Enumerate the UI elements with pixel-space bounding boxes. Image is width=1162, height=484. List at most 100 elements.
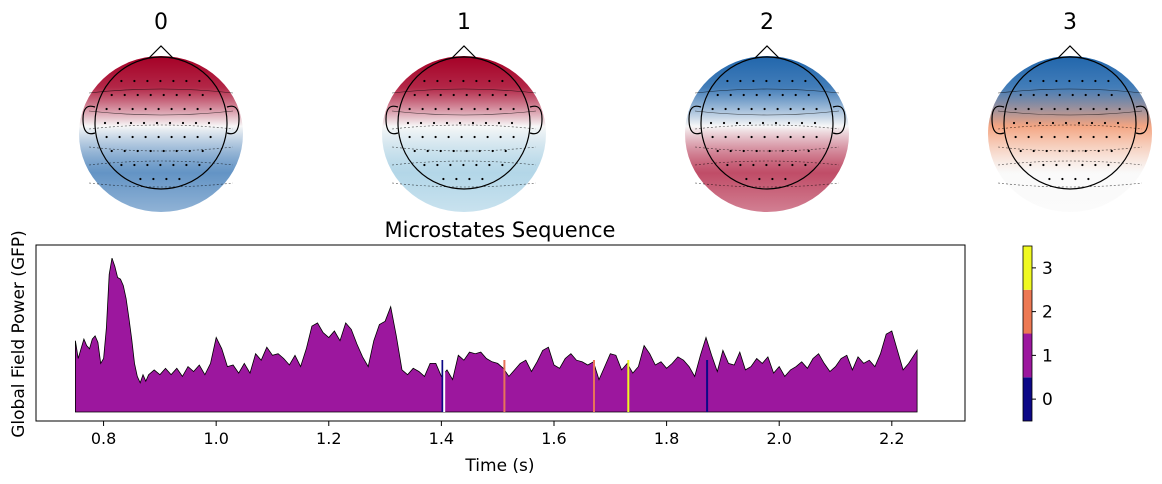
right-ear xyxy=(529,105,543,135)
contour-line xyxy=(391,124,537,130)
sensor-dot xyxy=(426,93,429,97)
x-tick-label: 1.0 xyxy=(203,429,228,448)
sensor-dot xyxy=(499,135,502,139)
sensor-dot xyxy=(183,107,186,111)
segment-boundary xyxy=(443,360,446,412)
sensor-dot xyxy=(172,79,175,83)
sensor-dot xyxy=(789,107,792,111)
sensor-dot xyxy=(510,121,514,125)
sensor-dot xyxy=(462,163,465,167)
sensor-dot xyxy=(501,163,504,167)
contour-line xyxy=(997,182,1143,188)
x-tick-label: 1.8 xyxy=(654,429,679,448)
sensor-dot xyxy=(123,149,126,153)
sensor-dot xyxy=(165,177,168,181)
colorbar-segment xyxy=(1023,333,1032,378)
sensor-dot xyxy=(1118,135,1121,139)
segment-boundary xyxy=(706,360,709,412)
sensor-dot xyxy=(768,93,771,97)
sensor-dot xyxy=(1061,177,1064,181)
segment-boundary xyxy=(503,360,506,412)
sensor-dot xyxy=(423,163,426,167)
sensor-dot xyxy=(442,177,445,181)
sensor-dot xyxy=(815,107,818,111)
sensor-dot xyxy=(452,149,455,153)
sensor-dot xyxy=(1081,79,1084,83)
sensor-dot xyxy=(1110,93,1113,97)
sensor-dot xyxy=(1097,149,1100,153)
segment-boundary xyxy=(593,360,595,412)
left-ear xyxy=(991,105,1005,135)
topomap-row: 0 1 2 3 xyxy=(79,10,1152,212)
sensor-dot xyxy=(1040,107,1043,111)
sensor-dot xyxy=(201,149,204,153)
sensor-dot xyxy=(1042,163,1045,167)
sensor-dot xyxy=(436,163,439,167)
sensor-dot xyxy=(504,93,507,97)
sensor-dot xyxy=(807,93,810,97)
sensor-dot xyxy=(481,177,484,181)
sensor-dot xyxy=(185,79,188,83)
sensor-dot xyxy=(460,135,463,139)
sensor-dot xyxy=(491,149,494,153)
sensor-dot xyxy=(709,121,713,125)
sensor-dot xyxy=(804,163,807,167)
nose xyxy=(1057,45,1083,59)
topomap-3: 3 xyxy=(988,10,1152,212)
sensor-dot xyxy=(421,135,424,139)
sensor-dot xyxy=(1118,107,1121,111)
x-tick-label: 2.0 xyxy=(766,429,791,448)
sensor-dot xyxy=(802,107,805,111)
sensor-dot xyxy=(465,149,468,153)
sensor-dot xyxy=(1058,93,1061,97)
sensor-dot xyxy=(1053,107,1056,111)
sensor-dot xyxy=(739,79,742,83)
sensor-dot xyxy=(771,177,774,181)
sensor-dot xyxy=(735,121,739,125)
sensor-dot xyxy=(473,107,476,111)
contour-line xyxy=(997,110,1143,116)
sensor-dot xyxy=(1066,135,1069,139)
sensor-dot xyxy=(196,107,199,111)
sensor-dot xyxy=(742,93,745,97)
sensor-dot xyxy=(198,163,201,167)
gfp-area xyxy=(75,257,918,413)
head-outline xyxy=(397,56,531,190)
sensor-dot xyxy=(136,149,139,153)
sensor-dot xyxy=(1097,93,1100,97)
colorbar: 0 1 2 3 xyxy=(1022,245,1053,422)
sensor-dot xyxy=(737,107,740,111)
sensor-dot xyxy=(1027,107,1030,111)
sensor-dot xyxy=(1029,163,1032,167)
colorbar-segment xyxy=(1023,246,1032,290)
sensor-dot xyxy=(475,79,478,83)
sensor-dot xyxy=(501,79,504,83)
sensor-dot xyxy=(724,107,727,111)
sensor-dot xyxy=(497,121,501,125)
contour-line xyxy=(997,146,1143,152)
sensor-dot xyxy=(781,149,784,153)
sensor-dot xyxy=(146,79,149,83)
contour-line xyxy=(88,88,234,94)
sensor-dot xyxy=(1025,121,1029,125)
right-ear xyxy=(226,105,240,135)
contour-line xyxy=(694,146,840,152)
sensor-dot xyxy=(1071,93,1074,97)
sensor-dot xyxy=(1116,121,1120,125)
left-ear xyxy=(688,105,702,135)
sensor-dot xyxy=(512,107,515,111)
nose xyxy=(451,45,477,59)
sensor-dot xyxy=(452,93,455,97)
colorbar-tick-label: 2 xyxy=(1042,303,1053,323)
sensor-dot xyxy=(1066,107,1069,111)
sensor-dot xyxy=(1027,135,1030,139)
x-axis: 0.8 1.0 1.2 1.4 1.6 1.8 2.0 2.2 xyxy=(91,421,905,448)
sensor-dot xyxy=(1084,149,1087,153)
sensor-dot xyxy=(729,149,732,153)
sensor-dot xyxy=(794,149,797,153)
sensor-dot xyxy=(449,163,452,167)
contour-line xyxy=(694,88,840,94)
sensor-dot xyxy=(439,93,442,97)
sensor-dot xyxy=(144,107,147,111)
sensor-dot xyxy=(478,149,481,153)
